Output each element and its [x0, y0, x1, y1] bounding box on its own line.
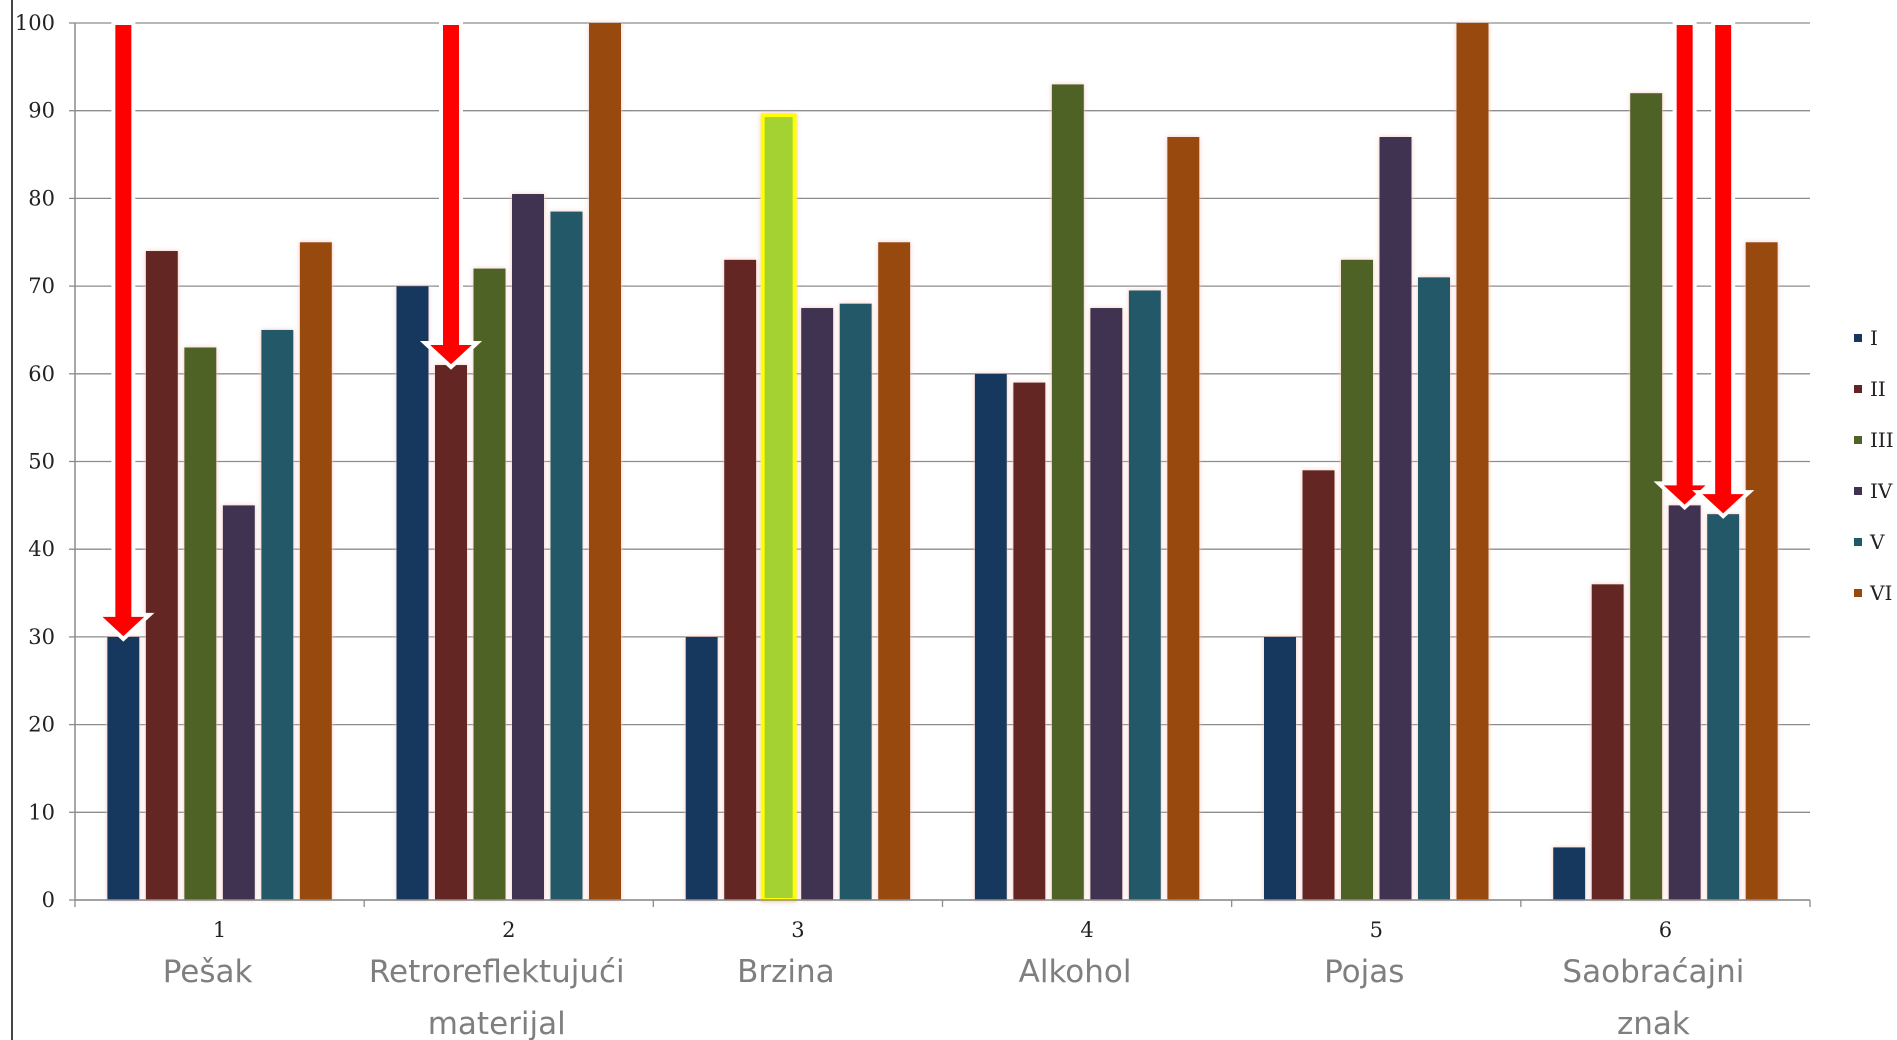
category-name: materijal: [428, 1006, 566, 1040]
bar: [724, 259, 757, 900]
category-name: Alkohol: [1019, 954, 1132, 990]
bar: [435, 365, 467, 900]
bar: [839, 303, 872, 900]
legend-label: I: [1870, 326, 1878, 350]
x-tick-label: 4: [1080, 918, 1093, 942]
bars: [107, 23, 1778, 902]
y-tick-label: 30: [28, 625, 55, 649]
legend-label: VI: [1869, 581, 1892, 605]
bar: [1379, 137, 1412, 900]
y-tick-label: 0: [42, 888, 55, 912]
bar: [1341, 259, 1373, 900]
bar: [299, 242, 332, 900]
bar: [1090, 308, 1123, 900]
legend-swatch: [1854, 385, 1862, 393]
x-tick-label: 1: [213, 918, 226, 942]
category-name: Retroreflektujući: [369, 954, 625, 990]
legend-swatch: [1854, 538, 1862, 546]
bar: [396, 286, 429, 901]
bar: [1456, 23, 1489, 900]
bar: [1668, 505, 1701, 900]
x-tick-label: 3: [791, 918, 804, 942]
legend-swatch: [1854, 436, 1862, 444]
grid-lines: [75, 22, 1810, 901]
axes: 0 10 20 30 40 50 60 70 80 90 100 1 Pešak 2 Retroreflek…: [15, 11, 1811, 1040]
bar: [261, 329, 294, 900]
bar: [801, 308, 834, 900]
bar: [550, 211, 583, 900]
bar: [974, 373, 1007, 900]
legend-swatch: [1854, 334, 1862, 342]
y-tick-label: 20: [28, 713, 55, 737]
bar: [1167, 137, 1200, 900]
category-name: znak: [1617, 1006, 1690, 1040]
bar: [184, 347, 217, 900]
bar: [1264, 636, 1296, 900]
bar: [1553, 847, 1586, 900]
legend-label: V: [1869, 530, 1885, 554]
x-tick-label: 2: [502, 918, 515, 942]
legend-label: II: [1870, 377, 1886, 401]
bar: [1013, 382, 1046, 900]
red-arrow: [419, 21, 483, 370]
bar: [685, 636, 718, 900]
category-name: Brzina: [737, 954, 835, 990]
category-name: Pešak: [163, 954, 253, 990]
y-tick-label: 90: [28, 99, 55, 123]
bar: [1630, 93, 1663, 900]
bar: [512, 194, 544, 900]
annotation-arrows: [92, 21, 1755, 642]
legend-label: IV: [1870, 479, 1893, 503]
y-tick-label: 10: [28, 800, 55, 824]
y-tick-label: 50: [28, 450, 55, 474]
red-arrow: [1692, 21, 1755, 519]
bar: [1745, 242, 1778, 900]
bar-highlighted: [760, 113, 797, 902]
legend-swatch: [1854, 589, 1862, 597]
red-arrow: [92, 21, 155, 642]
y-tick-label: 60: [28, 362, 55, 386]
y-tick-label: 100: [15, 11, 55, 35]
legend-label: III: [1870, 428, 1894, 452]
y-tick-label: 70: [28, 274, 55, 298]
bar: [589, 23, 621, 900]
x-tick-label: 5: [1370, 918, 1383, 942]
legend-swatch: [1854, 487, 1862, 495]
bar: [107, 636, 140, 900]
bar: [222, 505, 255, 900]
bar: [1707, 514, 1740, 900]
bar: [1128, 290, 1161, 900]
bar: [1051, 84, 1084, 900]
bar: [878, 242, 911, 900]
red-arrow: [1653, 21, 1716, 511]
bar: [473, 268, 506, 900]
y-tick-label: 80: [28, 186, 55, 210]
y-tick-label: 40: [28, 537, 55, 561]
bar: [1418, 277, 1450, 901]
bar: [145, 251, 178, 900]
x-tick-label: 6: [1659, 918, 1672, 942]
category-name: Pojas: [1324, 954, 1404, 990]
bar: [1302, 470, 1335, 900]
category-name: Saobraćajni: [1562, 954, 1744, 990]
bar: [1591, 584, 1624, 900]
